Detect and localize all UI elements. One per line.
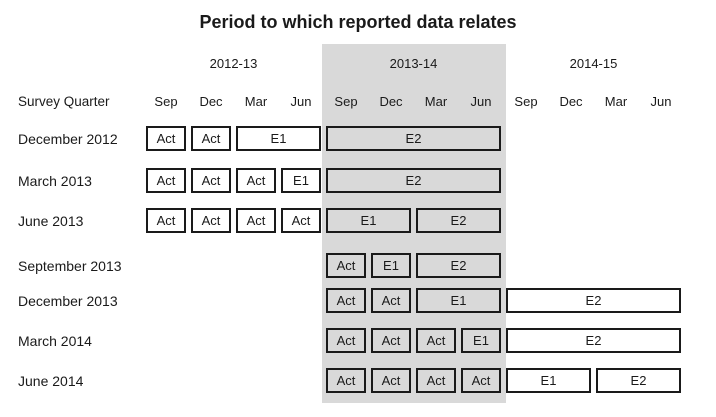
period-box-e1: E1 — [326, 208, 411, 233]
period-box-act: Act — [281, 208, 321, 233]
quarter-column-label: Dec — [559, 94, 583, 109]
period-box-e2: E2 — [416, 208, 501, 233]
period-box-e1: E1 — [236, 126, 321, 151]
period-box-act: Act — [146, 208, 186, 233]
period-box-act: Act — [236, 208, 276, 233]
survey-quarter-row-label: June 2014 — [18, 373, 84, 389]
year-group-label: 2012-13 — [209, 56, 258, 71]
period-box-act: Act — [191, 208, 231, 233]
survey-quarter-row-label: December 2012 — [18, 131, 118, 147]
quarter-column-label: Mar — [604, 94, 628, 109]
period-box-e1: E1 — [461, 328, 501, 353]
period-box-act: Act — [416, 328, 456, 353]
survey-quarter-row-label: March 2014 — [18, 333, 92, 349]
figure-title: Period to which reported data relates — [199, 12, 517, 32]
period-box-act: Act — [191, 126, 231, 151]
quarter-column-label: Mar — [424, 94, 448, 109]
period-box-act: Act — [146, 168, 186, 193]
period-box-e2: E2 — [506, 288, 681, 313]
period-box-e2: E2 — [326, 168, 501, 193]
quarter-column-label: Dec — [379, 94, 403, 109]
period-box-act: Act — [416, 368, 456, 393]
survey-quarter-row-label: December 2013 — [18, 293, 118, 309]
period-box-e2: E2 — [416, 253, 501, 278]
period-box-act: Act — [191, 168, 231, 193]
quarter-column-label: Sep — [334, 94, 358, 109]
period-box-e1: E1 — [416, 288, 501, 313]
year-group-label: 2013-14 — [389, 56, 438, 71]
period-box-act: Act — [146, 126, 186, 151]
period-box-e1: E1 — [506, 368, 591, 393]
period-box-e2: E2 — [596, 368, 681, 393]
row-axis-label: Survey Quarter — [18, 94, 110, 109]
period-box-act: Act — [326, 253, 366, 278]
period-box-act: Act — [371, 328, 411, 353]
period-box-e2: E2 — [506, 328, 681, 353]
survey-quarter-row-label: June 2013 — [18, 213, 84, 229]
year-group-label: 2014-15 — [569, 56, 618, 71]
quarter-column-label: Sep — [514, 94, 538, 109]
survey-quarter-row-label: March 2013 — [18, 173, 92, 189]
period-box-act: Act — [236, 168, 276, 193]
period-box-act: Act — [461, 368, 501, 393]
period-box-e1: E1 — [371, 253, 411, 278]
quarter-column-label: Mar — [244, 94, 268, 109]
quarter-column-label: Dec — [199, 94, 223, 109]
period-box-act: Act — [326, 368, 366, 393]
survey-quarter-row-label: September 2013 — [18, 258, 122, 274]
period-box-act: Act — [371, 288, 411, 313]
period-box-act: Act — [326, 328, 366, 353]
quarter-column-label: Sep — [154, 94, 178, 109]
period-box-e1: E1 — [281, 168, 321, 193]
period-box-act: Act — [371, 368, 411, 393]
quarter-column-label: Jun — [470, 94, 492, 109]
quarter-column-label: Jun — [650, 94, 672, 109]
quarter-column-label: Jun — [290, 94, 312, 109]
period-box-e2: E2 — [326, 126, 501, 151]
period-box-act: Act — [326, 288, 366, 313]
